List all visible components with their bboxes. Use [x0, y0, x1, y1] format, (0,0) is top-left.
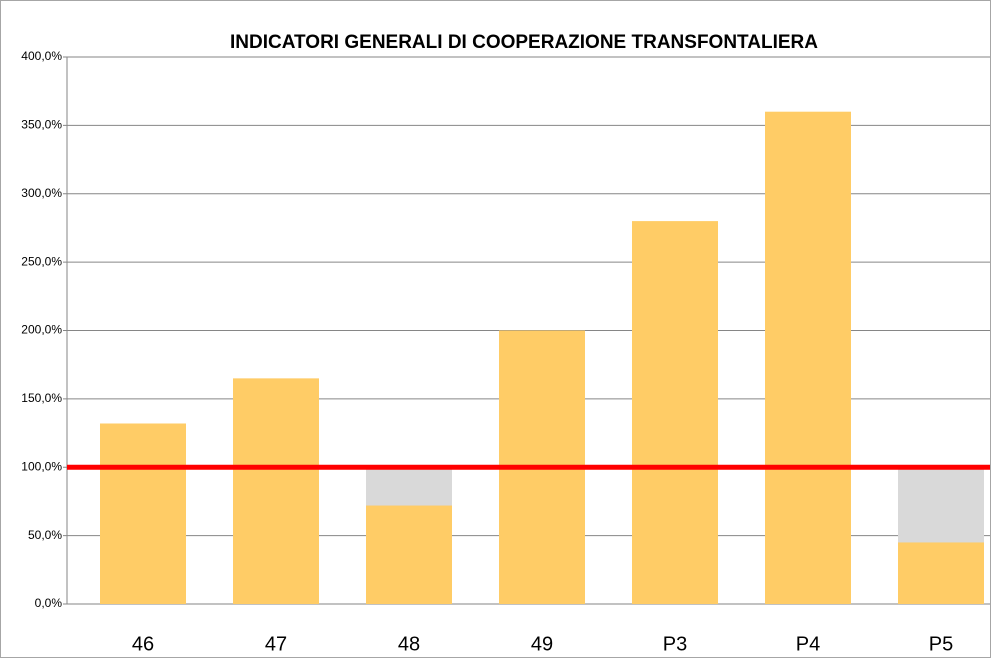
- bar: [233, 378, 319, 604]
- x-tick-label: 49: [531, 633, 553, 655]
- x-tick-label: P5: [929, 633, 953, 655]
- bar: [765, 111, 851, 604]
- bar: [100, 423, 186, 604]
- y-tick-label: 0,0%: [35, 596, 63, 610]
- y-tick-label: 400,0%: [21, 49, 62, 63]
- bar: [366, 505, 452, 604]
- y-tick-label: 150,0%: [21, 391, 62, 405]
- y-tick-label: 300,0%: [21, 186, 62, 200]
- bar: [898, 542, 984, 604]
- x-tick-label: P4: [796, 633, 820, 655]
- x-tick-label: 46: [132, 633, 154, 655]
- bar: [632, 221, 718, 604]
- chart-title: INDICATORI GENERALI DI COOPERAZIONE TRAN…: [230, 32, 818, 53]
- y-tick-label: 250,0%: [21, 254, 62, 268]
- x-tick-label: P3: [663, 633, 687, 655]
- x-tick-label: 47: [265, 633, 287, 655]
- x-tick-label: 48: [398, 633, 420, 655]
- y-tick-label: 50,0%: [28, 528, 62, 542]
- y-tick-label: 350,0%: [21, 118, 62, 132]
- y-tick-label: 200,0%: [21, 323, 62, 337]
- y-tick-label: 100,0%: [21, 459, 62, 473]
